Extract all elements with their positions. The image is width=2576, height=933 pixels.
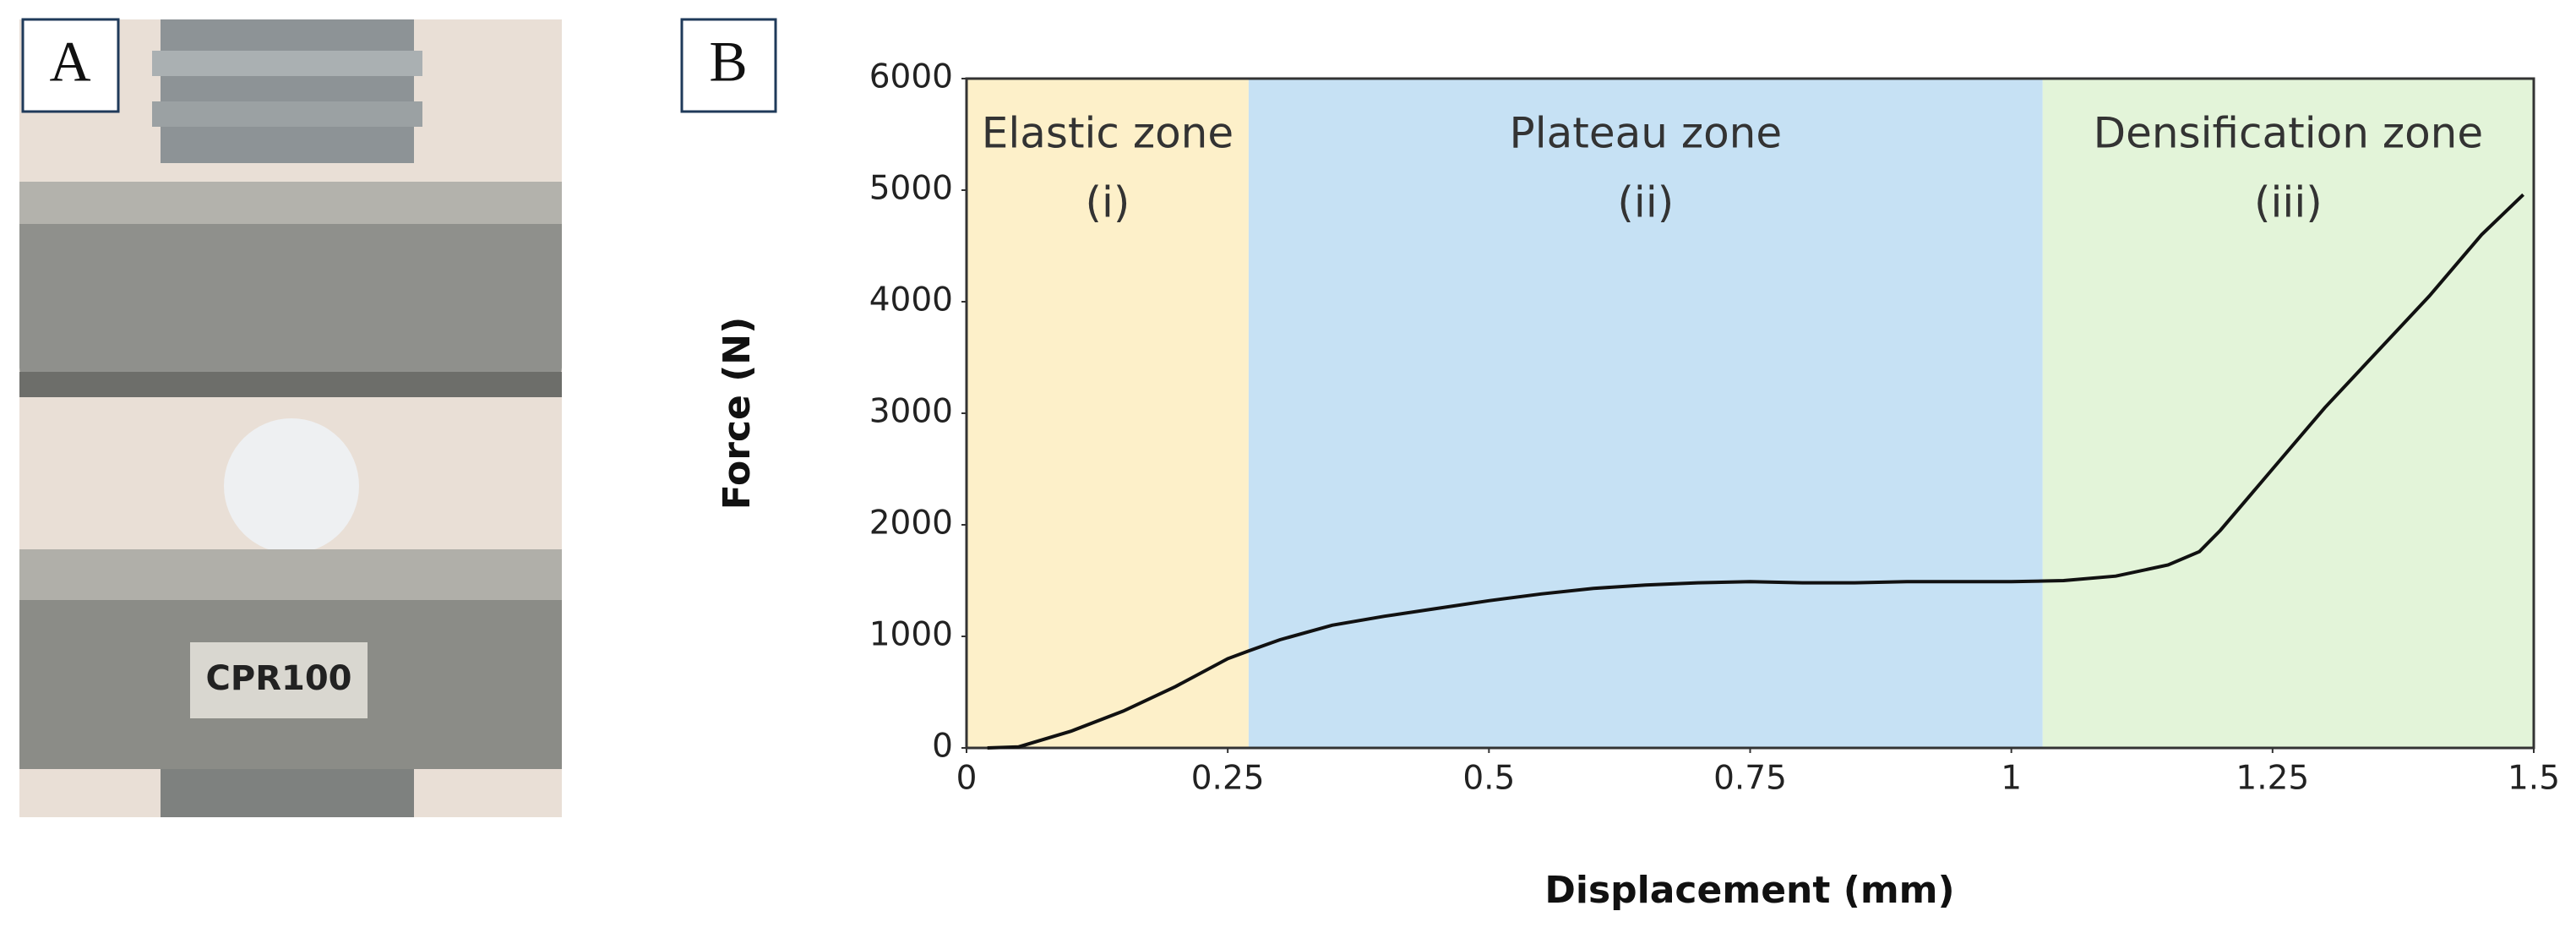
panel-label: A <box>49 30 90 94</box>
panel-label: B <box>709 30 747 94</box>
y-tick-label: 1000 <box>869 616 953 654</box>
zone-label: Elastic zone <box>982 109 1234 158</box>
zone-band <box>967 79 1249 748</box>
panel-label-box <box>21 18 120 113</box>
y-tick-label: 6000 <box>869 58 953 96</box>
x-tick-label: 1.25 <box>2236 760 2309 798</box>
force-curve <box>987 193 2524 750</box>
x-axis-title: Displacement (mm) <box>1544 869 1954 912</box>
zone-band <box>1248 79 2043 748</box>
y-tick-label: 3000 <box>869 393 953 431</box>
y-tick-label: 5000 <box>869 170 953 208</box>
zone-label: Plateau zone <box>1510 109 1783 158</box>
x-tick-label: 0.25 <box>1191 760 1265 798</box>
zone-sublabel: (i) <box>1085 178 1130 227</box>
x-tick-label: 0 <box>956 760 978 798</box>
photo: CPR100 <box>19 19 562 817</box>
x-tick-label: 0.5 <box>1462 760 1515 798</box>
x-tick-label: 0.75 <box>1713 760 1787 798</box>
zone-label: Densification zone <box>2094 109 2483 158</box>
zone-sublabel: (ii) <box>1617 178 1674 227</box>
y-tick-label: 4000 <box>869 281 953 319</box>
x-tick-label: 1.5 <box>2508 760 2560 798</box>
y-axis-title: Force (N) <box>716 317 759 510</box>
x-tick-label: 1 <box>2001 760 2022 798</box>
zone-band <box>2042 79 2534 748</box>
zone-sublabel: (iii) <box>2254 178 2323 227</box>
panel-label-box <box>680 18 777 113</box>
plot: Elastic zone (i) Plateau zone (ii) Densifica… <box>869 58 2560 798</box>
y-tick-label: 0 <box>932 728 953 766</box>
y-tick-label: 2000 <box>869 505 953 543</box>
photo-text: CPR100 <box>206 659 352 698</box>
